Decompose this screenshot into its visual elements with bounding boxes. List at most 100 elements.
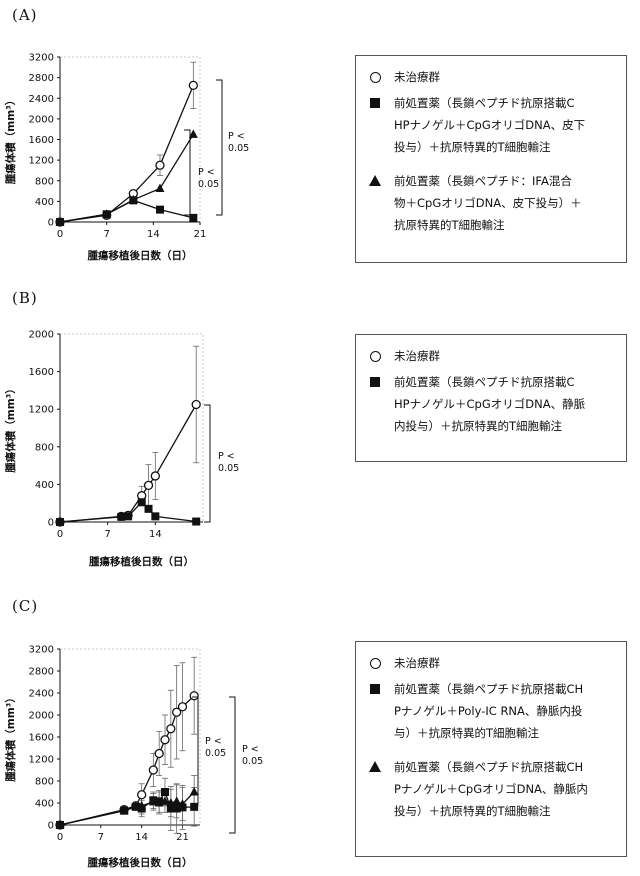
data-point-circle: [156, 161, 164, 169]
data-point-circle: [155, 750, 163, 758]
x-tick-label: 14: [147, 229, 160, 240]
chart-1: 0 400 800 1200 1600 2000 0 7 14 腫瘍移植後日数（日） 腫瘍体積（mm…: [4, 330, 239, 569]
data-point-circle: [161, 736, 169, 744]
data-point-circle: [192, 401, 200, 409]
y-tick-label: 2400: [29, 689, 54, 700]
square-marker-icon: [370, 377, 380, 387]
legend-item: 未治療群: [368, 345, 618, 367]
x-tick-label: 14: [135, 832, 148, 843]
p-value-label: P <: [228, 131, 245, 142]
p-value-label: P <: [205, 736, 222, 747]
x-tick-label: 7: [98, 832, 104, 843]
chart-0: 0400800120016002000240028003200071421腫瘍移…: [4, 53, 249, 263]
y-tick-label: 0: [48, 518, 54, 529]
y-tick-label: 2800: [29, 73, 54, 84]
x-tick-label: 0: [57, 832, 63, 843]
legend-panel-c: 未治療群前処置薬（長鎖ペプチド抗原搭載CH Pナノゲル＋Poly-IC RNA、…: [355, 641, 627, 857]
legend-panel-a: 未治療群前処置薬（長鎖ペプチド抗原搭載C HPナノゲル＋CpGオリゴDNA、皮下…: [355, 55, 627, 263]
x-axis-title: 腫瘍移植後日数（日）: [88, 856, 193, 869]
y-tick-label: 1600: [29, 135, 54, 146]
p-value-label: P <: [242, 744, 259, 755]
series-line: [60, 405, 196, 523]
y-tick-label: 800: [35, 442, 54, 453]
data-point-circle: [138, 791, 146, 799]
circle-marker-icon: [370, 351, 381, 362]
y-axis-title-group: 腫瘍体積（mm³）: [4, 692, 17, 781]
y-tick-label: 400: [35, 197, 54, 208]
series-line: [60, 85, 193, 222]
data-point-square: [189, 214, 197, 222]
legend-item: 前処置薬（長鎖ペプチド抗原搭載CH Pナノゲル＋Poly-IC RNA、静脈内投…: [368, 678, 618, 744]
data-point-square: [161, 788, 169, 796]
square-marker-icon: [370, 684, 380, 694]
legend-item: 未治療群: [368, 652, 618, 674]
x-axis-title: 腫瘍移植後日数（日）: [89, 555, 194, 568]
legend-label: 未治療群: [394, 66, 440, 88]
y-axis-title-group: 腫瘍体積（mm³）: [4, 383, 17, 472]
x-tick-label: 7: [103, 229, 109, 240]
series-line: [60, 134, 193, 222]
p-value-label: 0.05: [218, 463, 239, 474]
legend-label: 未治療群: [394, 652, 440, 674]
plot-frame: [60, 334, 203, 522]
data-point-circle: [151, 472, 159, 480]
y-axis-title: 腫瘍体積（mm³）: [4, 692, 17, 781]
legend-label: 前処置薬（長鎖ペプチド抗原搭載CH Pナノゲル＋Poly-IC RNA、静脈内投…: [394, 678, 583, 744]
y-tick-label: 2800: [29, 667, 54, 678]
significance-bracket: [229, 697, 235, 833]
p-value-label: P <: [218, 451, 235, 462]
triangle-marker-icon: [369, 175, 381, 186]
data-point-square: [192, 518, 200, 526]
legend-label: 前処置薬（長鎖ペプチド抗原搭載CH Pナノゲル＋CpGオリゴDNA、静脈内 投与…: [394, 756, 588, 822]
y-tick-label: 2000: [29, 711, 54, 722]
significance-bracket: [184, 130, 190, 215]
y-tick-label: 400: [35, 480, 54, 491]
legend-label: 前処置薬（長鎖ペプチド：IFA混合 物＋CpGオリゴDNA、皮下投与）＋ 抗原特…: [394, 170, 582, 236]
data-point-square: [151, 512, 159, 520]
y-axis-title: 腫瘍体積（mm³）: [4, 383, 17, 472]
p-value-label: 0.05: [198, 179, 219, 190]
data-point-square: [56, 518, 64, 526]
data-point-square: [190, 803, 198, 811]
y-tick-label: 2000: [29, 114, 54, 125]
y-tick-label: 2000: [29, 330, 54, 341]
data-point-square: [145, 505, 153, 513]
plot-frame: [60, 649, 200, 825]
y-tick-label: 1600: [29, 733, 54, 744]
legend-panel-b: 未治療群前処置薬（長鎖ペプチド抗原搭載C HPナノゲル＋CpGオリゴDNA、静脈…: [355, 334, 627, 462]
legend-item: 未治療群: [368, 66, 618, 88]
x-tick-label: 21: [176, 832, 189, 843]
data-point-triangle: [156, 183, 165, 192]
y-tick-label: 1200: [29, 405, 54, 416]
triangle-marker-icon: [369, 761, 381, 772]
data-point-square: [138, 498, 146, 506]
p-value-label: 0.05: [242, 756, 263, 767]
data-point-circle: [179, 703, 187, 711]
p-value-label: 0.05: [228, 143, 249, 154]
data-point-circle: [167, 725, 175, 733]
y-tick-label: 0: [48, 821, 54, 832]
significance-bracket: [216, 80, 222, 215]
x-tick-label: 14: [149, 529, 162, 540]
data-point-circle: [190, 692, 198, 700]
data-point-circle: [149, 766, 157, 774]
square-marker-icon: [370, 98, 380, 108]
data-point-triangle: [190, 787, 199, 796]
legend-item: 前処置薬（長鎖ペプチド抗原搭載C HPナノゲル＋CpGオリゴDNA、皮下 投与）…: [368, 92, 618, 158]
legend-item: 前処置薬（長鎖ペプチド抗原搭載C HPナノゲル＋CpGオリゴDNA、静脈 内投与…: [368, 371, 618, 437]
x-tick-label: 0: [57, 229, 63, 240]
chart-2: 0400800120016002000240028003200071421腫瘍移…: [4, 645, 263, 870]
x-tick-label: 21: [194, 229, 207, 240]
legend-item: 前処置薬（長鎖ペプチド抗原搭載CH Pナノゲル＋CpGオリゴDNA、静脈内 投与…: [368, 756, 618, 822]
x-tick-label: 0: [57, 529, 63, 540]
significance-bracket: [204, 405, 210, 522]
y-tick-label: 1600: [29, 367, 54, 378]
x-tick-label: 7: [104, 529, 110, 540]
p-value-label: 0.05: [205, 748, 226, 759]
y-tick-label: 3200: [29, 53, 54, 64]
y-tick-label: 800: [35, 777, 54, 788]
circle-marker-icon: [370, 658, 381, 669]
data-point-triangle: [172, 796, 181, 805]
y-tick-label: 1200: [29, 755, 54, 766]
legend-item: 前処置薬（長鎖ペプチド：IFA混合 物＋CpGオリゴDNA、皮下投与）＋ 抗原特…: [368, 170, 618, 236]
